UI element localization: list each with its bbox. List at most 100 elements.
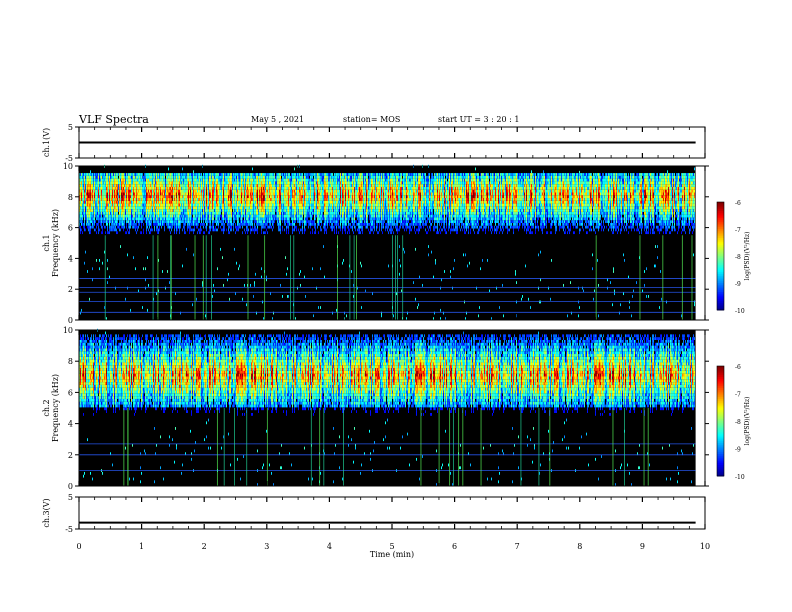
spectrogram-cell	[181, 212, 182, 215]
spectrogram-cell	[180, 223, 181, 226]
spectrogram-cell	[280, 209, 281, 212]
spectrogram-cell	[132, 181, 133, 184]
spectrogram-cell	[183, 181, 184, 184]
spectrogram-cell	[152, 181, 153, 184]
spectrogram-cell	[239, 223, 240, 226]
spectrogram-cell	[159, 184, 160, 187]
spectrogram-cell	[197, 220, 198, 223]
spectrogram-cell	[198, 212, 199, 215]
spectrogram-cell	[97, 179, 98, 182]
spectrogram-cell	[236, 176, 237, 179]
spectrogram-cell	[303, 206, 304, 209]
spectrogram-cell	[122, 212, 123, 215]
spectrogram-cell	[155, 204, 156, 207]
spectrogram-cell	[186, 179, 187, 182]
spectrogram-cell	[181, 217, 182, 220]
spectrogram-cell	[156, 198, 157, 201]
spectrogram-cell	[113, 192, 114, 195]
spectrogram-cell	[314, 215, 315, 218]
spectrogram-cell	[226, 198, 227, 201]
spectrogram-cell	[149, 223, 150, 226]
spectrogram-cell	[172, 198, 173, 201]
spectrogram-cell	[252, 181, 253, 184]
spectrogram-cell	[167, 220, 168, 223]
spectrogram-cell	[137, 217, 138, 220]
spectrogram-cell	[312, 181, 313, 184]
spectrogram-cell	[115, 209, 116, 212]
spectrogram-cell	[176, 220, 177, 223]
spectrogram-cell	[298, 173, 299, 176]
spectrogram-cell	[187, 181, 188, 184]
spectrogram-cell	[259, 215, 260, 218]
spectrogram-cell	[120, 245, 121, 248]
spectrogram-cell	[153, 179, 154, 182]
spectrogram-cell	[134, 181, 135, 184]
spectrogram-cell	[107, 176, 108, 179]
spectrogram-cell	[117, 173, 118, 176]
spectrogram-cell	[248, 192, 249, 195]
spectrogram-cell	[208, 190, 209, 193]
spectrogram-cell	[186, 198, 187, 201]
spectrogram-cell	[210, 173, 211, 176]
spectrogram-cell	[278, 212, 279, 215]
spectrogram-cell	[316, 176, 317, 179]
spectrogram-cell	[228, 223, 229, 226]
spectrogram-cell	[238, 190, 239, 193]
spectrogram-cell	[284, 195, 285, 198]
spectrogram-cell	[164, 209, 165, 212]
spectrogram-cell	[318, 206, 319, 209]
spectrogram-cell	[100, 212, 101, 215]
spectrogram-cell	[114, 201, 115, 204]
spectrogram-cell	[163, 206, 164, 209]
spectrogram-cell	[172, 181, 173, 184]
spectrogram-cell	[151, 184, 152, 187]
spectrogram-cell	[196, 187, 197, 190]
spectrogram-cell	[168, 215, 169, 218]
spectrogram-cell	[300, 206, 301, 209]
spectrogram-cell	[292, 215, 293, 218]
spectrogram-cell	[220, 220, 221, 223]
spectrogram-cell	[261, 209, 262, 212]
spectrogram-cell	[158, 181, 159, 184]
spectrogram-cell	[263, 204, 264, 207]
spectrogram-cell	[92, 187, 93, 190]
spectrogram-cell	[238, 217, 239, 220]
spectrogram-cell	[146, 215, 147, 218]
spectrogram-cell	[162, 198, 163, 201]
spectrogram-cell	[118, 190, 119, 193]
spectrogram-cell	[257, 195, 258, 198]
spectrogram-cell	[173, 184, 174, 187]
spectrogram-cell	[109, 176, 110, 179]
spectrogram-cell	[239, 190, 240, 193]
spectrogram-cell	[175, 226, 176, 229]
spectrogram-cell	[258, 212, 259, 215]
spectrogram-cell	[181, 179, 182, 182]
spectrogram-cell	[234, 217, 235, 220]
spectrogram-cell	[194, 204, 195, 207]
spectrogram-cell	[83, 184, 84, 187]
spectrogram-cell	[119, 212, 120, 215]
spectrogram-cell	[106, 220, 107, 223]
spectrogram-cell	[278, 204, 279, 207]
spectrogram-cell	[153, 209, 154, 212]
spectrogram-cell	[282, 215, 283, 218]
spectrogram-cell	[228, 187, 229, 190]
spectrogram-cell	[89, 198, 90, 201]
spectrogram-cell	[224, 217, 225, 220]
spectrogram-cell	[144, 209, 145, 212]
spectrogram-cell	[306, 187, 307, 190]
spectrogram-cell	[258, 201, 259, 204]
spectrogram-cell	[213, 220, 214, 223]
spectrogram-cell	[245, 204, 246, 207]
spectrogram-cell	[100, 223, 101, 226]
spectrogram-cell	[301, 198, 302, 201]
spectrogram-cell	[197, 209, 198, 212]
spectrogram-cell	[257, 190, 258, 193]
spectrogram-cell	[318, 190, 319, 193]
spectrogram-cell	[171, 192, 172, 195]
spectrogram-cell	[267, 212, 268, 215]
spectrogram-cell	[283, 209, 284, 212]
spectrogram-cell	[267, 220, 268, 223]
spectrogram-cell	[92, 206, 93, 209]
spectrogram-cell	[162, 223, 163, 226]
